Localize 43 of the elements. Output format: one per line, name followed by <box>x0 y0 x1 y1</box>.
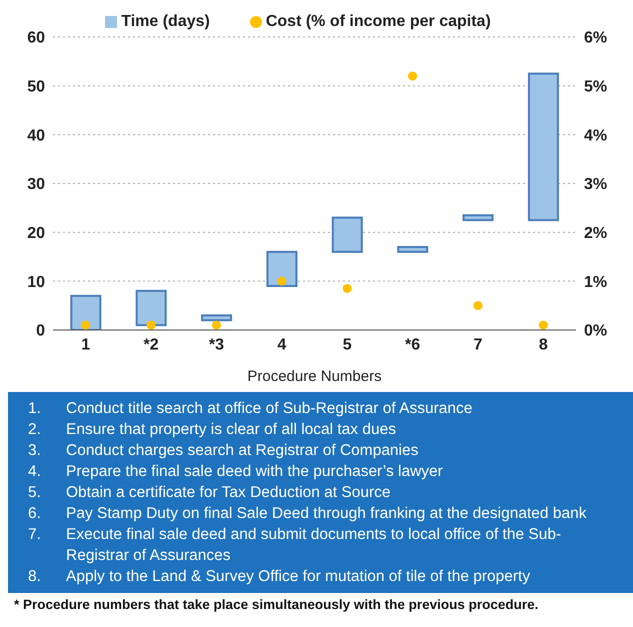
point <box>277 276 286 286</box>
y2-tick-label: 1% <box>584 274 608 291</box>
x-tick-label: 4 <box>277 336 286 354</box>
y2-tick-label: 3% <box>584 176 608 194</box>
procedure-list-panel: 1. Conduct title search at office of Sub-Registrar of Assurance 2. Ensure that property is clear of all local tax dues 3. Conduct charges search at Registrar of Companies 4. Prepare the final sale deed with the purchaser’s lawyer 5. Obtain a certificate for Tax Deduction at Source 6. Pay Stamp Duty on final Sale Deed through franking at the designated bank 7. Execute final sale deed and submit documents to local office of the Sub-Registrar of Assurances 8. Apply to the Land & Survey Office for mutation of tile of the property <box>8 392 633 593</box>
text: * Procedure numbers that take place simultaneously with the previous procedure. <box>13 596 540 614</box>
bar <box>201 314 232 322</box>
bar <box>462 214 494 222</box>
point <box>212 320 221 330</box>
x-tick-label: *6 <box>405 336 420 354</box>
bar <box>70 294 102 330</box>
y-tick-label: 20 <box>27 225 46 242</box>
x-tick-label: 1 <box>81 336 90 354</box>
y-tick-label: 0 <box>36 322 46 340</box>
point <box>473 301 482 310</box>
y2-tick-label: 0% <box>584 322 608 340</box>
point <box>342 284 352 293</box>
bar <box>136 290 167 326</box>
y2-tick-label: 4% <box>584 127 608 144</box>
x-tick-label: *2 <box>144 336 159 354</box>
x-axis-title: Procedure Numbers <box>247 368 382 385</box>
point <box>146 320 156 330</box>
x-tick-label: 7 <box>473 336 482 354</box>
point <box>408 72 418 81</box>
y2-tick-label: 2% <box>584 225 608 242</box>
y-tick-label: 30 <box>27 176 46 194</box>
point <box>81 320 90 330</box>
x-tick-label: 5 <box>342 336 352 354</box>
x-tick-label: 8 <box>538 336 548 354</box>
y-tick-label: 60 <box>27 30 46 47</box>
point <box>538 320 548 330</box>
y-tick-label: 50 <box>27 78 46 96</box>
y2-tick-label: 5% <box>584 78 608 96</box>
bar <box>397 246 428 253</box>
y-tick-label: 40 <box>27 127 46 144</box>
legend-label: Cost (% of income per capita) <box>266 13 491 30</box>
legend-label: Time (days) <box>121 13 210 30</box>
bar <box>332 216 363 253</box>
y2-tick-label: 6% <box>584 30 608 47</box>
x-tick-label: *3 <box>208 336 224 354</box>
bar <box>528 72 559 222</box>
bar <box>266 250 298 288</box>
y-tick-label: 10 <box>27 274 46 291</box>
